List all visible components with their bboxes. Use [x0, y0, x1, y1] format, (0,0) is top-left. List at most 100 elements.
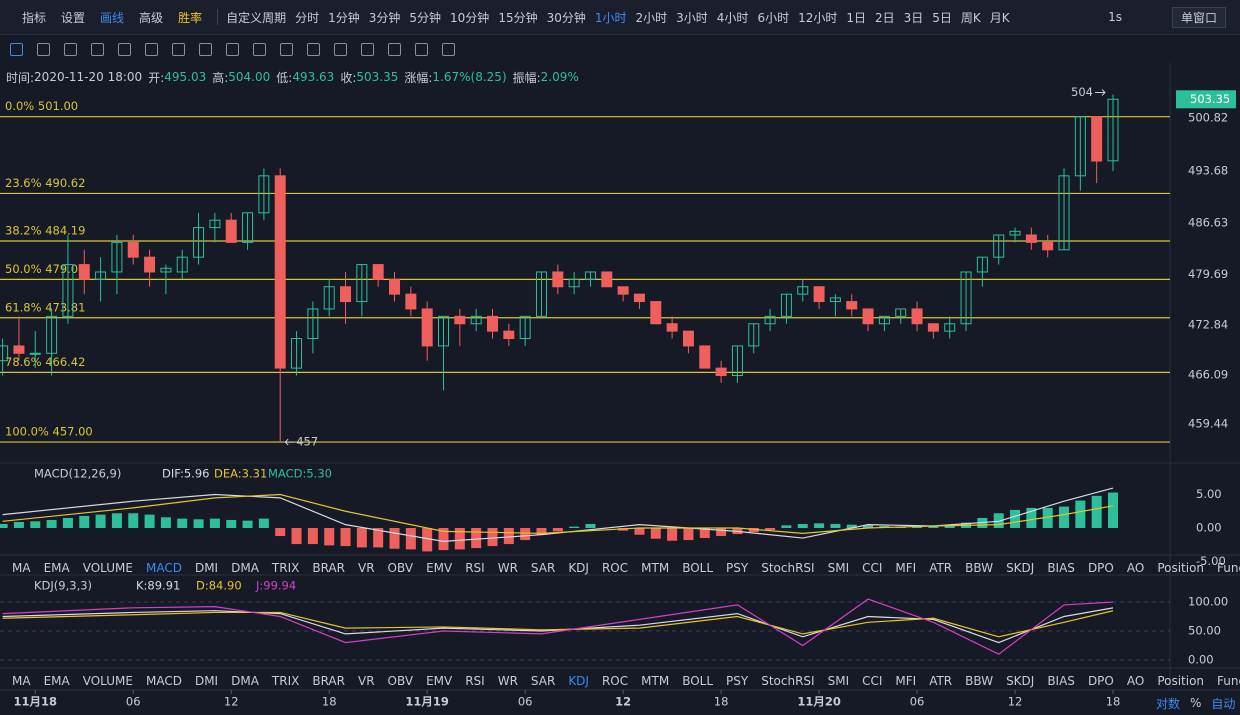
indicator-tab[interactable]: DPO: [1087, 673, 1114, 688]
indicator-tab[interactable]: DMA: [231, 673, 259, 688]
tool-icon[interactable]: [388, 42, 401, 56]
period-button[interactable]: 15分钟: [498, 10, 538, 25]
indicator-tab[interactable]: ATR: [929, 560, 953, 575]
indicator-tab[interactable]: StochRSI: [761, 673, 815, 688]
period-button[interactable]: 3日: [903, 10, 924, 25]
toolbar-button[interactable]: 设置: [61, 10, 86, 25]
indicator-tab[interactable]: OBV: [387, 560, 414, 575]
period-button[interactable]: 3小时: [676, 10, 708, 25]
indicator-tab[interactable]: SMI: [827, 673, 850, 688]
indicator-tab[interactable]: DPO: [1087, 560, 1114, 575]
indicator-tab[interactable]: PSY: [726, 673, 749, 688]
indicator-tab[interactable]: EMA: [43, 560, 70, 575]
tool-icon[interactable]: [361, 42, 374, 56]
indicator-tab[interactable]: EMA: [43, 673, 70, 688]
toolbar-button[interactable]: 指标: [22, 10, 47, 25]
indicator-tab[interactable]: ROC: [601, 560, 629, 575]
indicator-tab[interactable]: Position: [1157, 560, 1205, 575]
indicator-tab[interactable]: BIAS: [1047, 673, 1075, 688]
period-button[interactable]: 1小时: [594, 10, 627, 25]
period-button[interactable]: 月K: [989, 10, 1010, 25]
indicator-tab[interactable]: MA: [12, 560, 31, 575]
tool-icon[interactable]: [253, 42, 266, 56]
indicator-tab[interactable]: BRAR: [312, 560, 345, 575]
scale-option[interactable]: 对数: [1156, 696, 1181, 711]
indicator-tab[interactable]: MTM: [641, 673, 670, 688]
tool-icon[interactable]: [10, 42, 23, 56]
tool-icon[interactable]: [118, 42, 131, 56]
indicator-tab[interactable]: StochRSI: [761, 560, 815, 575]
indicator-tab[interactable]: BBW: [965, 560, 994, 575]
tool-icon[interactable]: [145, 42, 158, 56]
tool-icon[interactable]: [37, 42, 50, 56]
tool-icon[interactable]: [226, 42, 239, 56]
period-button[interactable]: 2日: [875, 10, 895, 25]
indicator-tab[interactable]: SMI: [827, 560, 850, 575]
toolbar-button[interactable]: 胜率: [178, 10, 203, 25]
indicator-tab[interactable]: ATR: [929, 673, 953, 688]
indicator-tab[interactable]: BOLL: [682, 673, 714, 688]
indicator-tab[interactable]: WR: [497, 673, 518, 688]
indicator-tab[interactable]: SKDJ: [1006, 673, 1035, 688]
tool-icon[interactable]: [64, 42, 77, 56]
toolbar-button[interactable]: 画线: [100, 10, 125, 25]
indicator-tab[interactable]: CCI: [862, 560, 883, 575]
period-button[interactable]: 5日: [932, 10, 952, 25]
indicator-tab[interactable]: RSI: [465, 673, 485, 688]
period-button[interactable]: 1分钟: [328, 10, 360, 25]
tool-icon[interactable]: [442, 42, 455, 56]
tool-icon[interactable]: [334, 42, 347, 56]
period-button[interactable]: 30分钟: [546, 10, 586, 25]
tool-icon[interactable]: [307, 42, 320, 56]
indicator-tab[interactable]: SAR: [530, 673, 556, 688]
period-button[interactable]: 1日: [846, 10, 866, 25]
indicator-tab[interactable]: RSI: [465, 560, 485, 575]
indicator-tab[interactable]: PSY: [726, 560, 749, 575]
tool-icon[interactable]: [280, 42, 293, 56]
period-button[interactable]: 6小时: [757, 10, 790, 25]
indicator-tab[interactable]: KDJ: [568, 673, 589, 688]
indicator-tab[interactable]: OBV: [387, 673, 414, 688]
window-button[interactable]: 单窗口: [1171, 6, 1226, 28]
period-button[interactable]: 2小时: [635, 10, 668, 25]
indicator-tab[interactable]: AO: [1126, 673, 1145, 688]
indicator-tab[interactable]: SKDJ: [1006, 560, 1035, 575]
period-button[interactable]: 12小时: [798, 10, 838, 25]
indicator-tab[interactable]: MACD: [145, 673, 182, 688]
scale-option[interactable]: %: [1190, 696, 1202, 710]
indicator-tab[interactable]: EMV: [426, 560, 453, 575]
period-button[interactable]: 10分钟: [450, 10, 490, 25]
indicator-tab[interactable]: KDJ: [568, 560, 589, 575]
indicator-tab[interactable]: Fundflow: [1217, 673, 1240, 688]
toolbar-button[interactable]: 1s: [1108, 10, 1122, 24]
period-button[interactable]: 自定义周期: [226, 10, 287, 25]
indicator-tab[interactable]: MTM: [641, 560, 670, 575]
indicator-tab[interactable]: Fundflow: [1217, 560, 1240, 575]
tool-icon[interactable]: [91, 42, 104, 56]
tool-icon[interactable]: [415, 42, 428, 56]
indicator-tab[interactable]: DMI: [194, 560, 219, 575]
period-button[interactable]: 周K: [960, 10, 981, 25]
indicator-tab[interactable]: DMI: [194, 673, 219, 688]
tool-icon[interactable]: [172, 42, 185, 56]
indicator-tab[interactable]: VR: [357, 673, 375, 688]
indicator-tab[interactable]: MA: [12, 673, 31, 688]
indicator-tab[interactable]: VOLUME: [82, 673, 133, 688]
indicator-tab[interactable]: TRIX: [271, 673, 300, 688]
indicator-tab[interactable]: BBW: [965, 673, 994, 688]
period-button[interactable]: 4小时: [716, 10, 749, 25]
scale-option[interactable]: 自动: [1211, 696, 1236, 711]
indicator-tab[interactable]: BRAR: [312, 673, 345, 688]
indicator-tab[interactable]: TRIX: [271, 560, 300, 575]
period-button[interactable]: 3分钟: [368, 10, 401, 25]
indicator-tab[interactable]: MFI: [895, 560, 917, 575]
indicator-tab[interactable]: VR: [357, 560, 375, 575]
indicator-tab[interactable]: DMA: [231, 560, 259, 575]
indicator-tab[interactable]: ROC: [601, 673, 629, 688]
indicator-tab[interactable]: BIAS: [1047, 560, 1075, 575]
toolbar-button[interactable]: 高级: [139, 10, 164, 25]
indicator-tab[interactable]: CCI: [862, 673, 883, 688]
tool-icon[interactable]: [199, 42, 212, 56]
indicator-tab[interactable]: AO: [1126, 560, 1145, 575]
indicator-tab[interactable]: VOLUME: [82, 560, 133, 575]
